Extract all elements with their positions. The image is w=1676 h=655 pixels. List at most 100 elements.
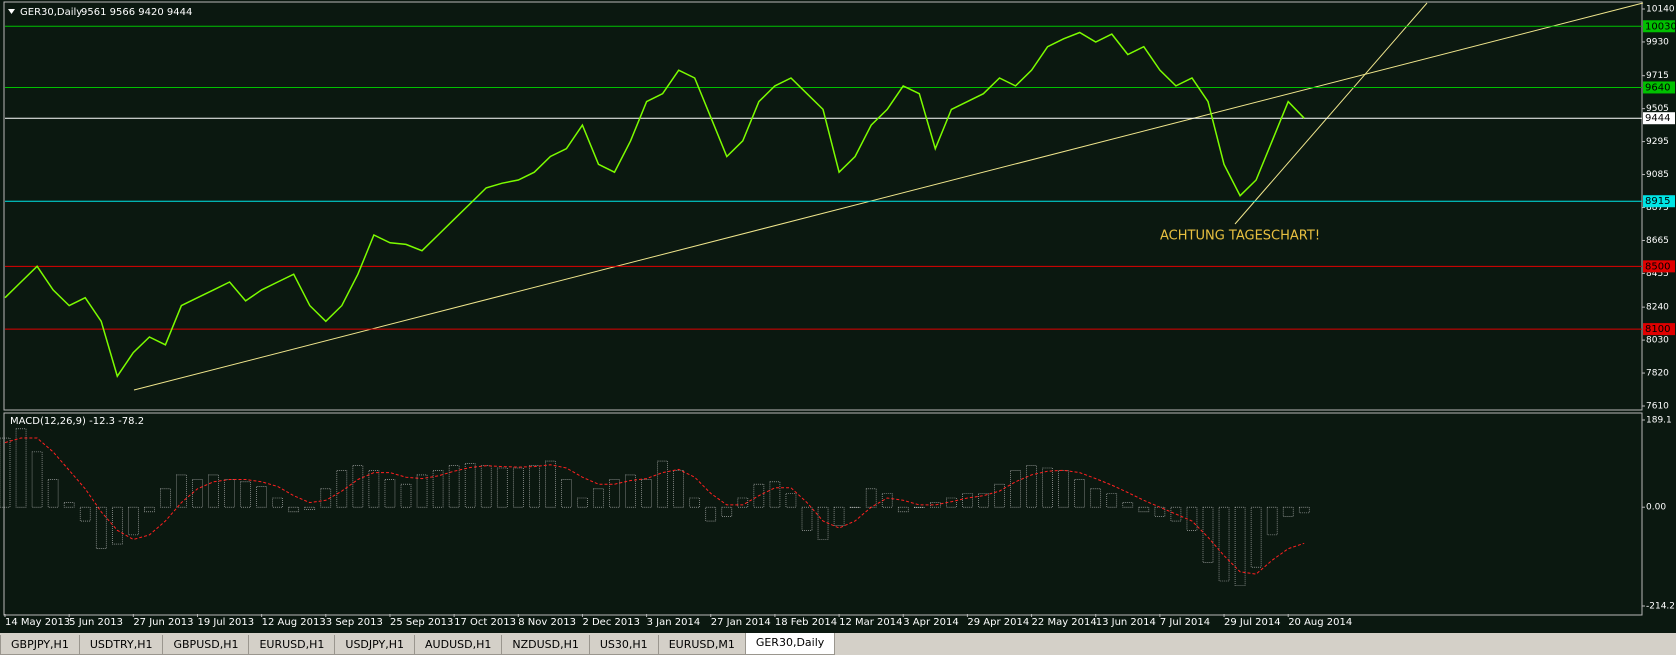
macd-bar bbox=[79, 506, 91, 522]
x-tick-label: 18 Feb 2014 bbox=[775, 617, 837, 628]
y-tick-label: 8665 bbox=[1646, 236, 1669, 246]
tab[interactable]: GER30,Daily bbox=[744, 633, 836, 655]
macd-bar bbox=[1010, 470, 1021, 508]
macd-bar bbox=[1138, 506, 1150, 513]
macd-bar bbox=[95, 506, 107, 550]
macd-bar bbox=[561, 479, 572, 508]
y-tick-label: 9505 bbox=[1646, 104, 1669, 114]
macd-bar bbox=[577, 497, 588, 508]
x-tick-label: 25 Sep 2013 bbox=[390, 617, 453, 628]
macd-bar bbox=[1058, 470, 1069, 508]
macd-bar bbox=[0, 437, 11, 508]
x-tick-label: 2 Dec 2013 bbox=[582, 617, 640, 628]
y-tick-label: 8875 bbox=[1646, 203, 1669, 213]
tab[interactable]: NZDUSD,H1 bbox=[501, 635, 590, 655]
macd-bar bbox=[31, 451, 43, 508]
x-tick-label: 27 Jun 2013 bbox=[133, 617, 193, 628]
macd-bar bbox=[737, 497, 749, 508]
x-tick-label: 20 Aug 2014 bbox=[1288, 617, 1352, 628]
tab[interactable]: AUDUSD,H1 bbox=[414, 635, 503, 655]
macd-bar bbox=[144, 506, 155, 513]
x-tick-label: 29 Apr 2014 bbox=[967, 617, 1029, 628]
x-tick-label: 3 Jan 2014 bbox=[647, 617, 701, 628]
price-panel bbox=[3, 1, 1643, 411]
macd-bar bbox=[160, 488, 171, 508]
macd-bar bbox=[1234, 506, 1246, 586]
level-label: 8500 bbox=[1645, 261, 1670, 272]
tab[interactable]: EURUSD,M1 bbox=[657, 635, 746, 655]
macd-bar bbox=[1026, 465, 1037, 508]
tab-bar: GBPJPY,H1 USDTRY,H1 GBPUSD,H1 EURUSD,H1 USDJ… bbox=[0, 633, 1676, 655]
macd-bar bbox=[545, 460, 556, 508]
macd-bar bbox=[1250, 506, 1262, 568]
macd-bar bbox=[833, 506, 845, 526]
x-tick-label: 3 Sep 2013 bbox=[326, 617, 383, 628]
macd-bar bbox=[753, 483, 765, 508]
macd-bar bbox=[946, 497, 957, 508]
macd-bar bbox=[930, 502, 941, 508]
y-tick-label: 10140 bbox=[1646, 5, 1675, 15]
tab[interactable]: USDTRY,H1 bbox=[78, 635, 164, 655]
tab[interactable]: USDJPY,H1 bbox=[334, 635, 416, 655]
level-label: 8100 bbox=[1645, 324, 1670, 335]
level-label: 9640 bbox=[1645, 82, 1670, 93]
tab[interactable]: GBPUSD,H1 bbox=[162, 635, 250, 655]
y-tick-label: 8240 bbox=[1646, 303, 1669, 313]
macd-bar bbox=[721, 506, 733, 517]
x-tick-label: 12 Aug 2013 bbox=[262, 617, 326, 628]
macd-bar bbox=[256, 486, 267, 508]
macd-bar bbox=[352, 465, 364, 508]
macd-bar bbox=[1266, 506, 1278, 536]
macd-bar bbox=[913, 506, 925, 509]
macd-bar bbox=[1090, 488, 1102, 508]
x-tick-label: 3 Apr 2014 bbox=[903, 617, 958, 628]
x-tick-label: 14 May 2013 bbox=[5, 617, 70, 628]
chart-window: GER30,Daily 9561 9566 9420 9444 MACD(12,… bbox=[0, 0, 1676, 633]
macd-bar bbox=[384, 479, 396, 508]
symbol-label: GER30,Daily bbox=[20, 7, 82, 18]
tab[interactable]: US30,H1 bbox=[588, 635, 659, 655]
macd-bar bbox=[1074, 479, 1085, 508]
y-tick-label: 9930 bbox=[1646, 37, 1669, 47]
y-tick-label: 8030 bbox=[1646, 336, 1669, 346]
macd-bar bbox=[705, 506, 717, 522]
macd-bar bbox=[288, 506, 300, 513]
y-tick-label: 7610 bbox=[1646, 402, 1669, 412]
macd-bar bbox=[1282, 506, 1294, 517]
macd-bar bbox=[865, 488, 877, 508]
y-tick-label: 9295 bbox=[1646, 137, 1669, 147]
macd-bar bbox=[464, 463, 476, 508]
macd-bar bbox=[208, 474, 219, 508]
tab[interactable]: GBPJPY,H1 bbox=[0, 635, 80, 655]
macd-bar bbox=[304, 506, 316, 510]
trend-line bbox=[1234, 2, 1428, 225]
macd-bar bbox=[432, 470, 444, 508]
y-tick-label: 9715 bbox=[1646, 71, 1669, 81]
macd-bar bbox=[272, 497, 283, 508]
macd-bar bbox=[320, 488, 332, 508]
level-label: 9444 bbox=[1645, 113, 1670, 124]
tab[interactable]: EURUSD,H1 bbox=[248, 635, 336, 655]
x-tick-label: 5 Jun 2013 bbox=[69, 617, 123, 628]
macd-bar bbox=[1106, 493, 1118, 508]
macd-bar bbox=[529, 465, 540, 508]
level-label: 10030 bbox=[1645, 21, 1676, 32]
x-tick-label: 13 Jun 2014 bbox=[1096, 617, 1156, 628]
macd-bar bbox=[128, 506, 139, 536]
macd-bar bbox=[47, 479, 59, 508]
x-tick-label: 8 Nov 2013 bbox=[518, 617, 576, 628]
macd-bar bbox=[448, 465, 460, 508]
macd-bar bbox=[1170, 506, 1182, 522]
macd-bar bbox=[496, 467, 508, 508]
macd-bar bbox=[336, 470, 348, 508]
macd-bar bbox=[641, 479, 652, 508]
macd-bar bbox=[801, 506, 813, 531]
y-tick-label: 7820 bbox=[1646, 369, 1669, 379]
chart-background bbox=[0, 0, 1676, 633]
level-tag bbox=[1643, 81, 1675, 94]
ohlc-label: 9561 9566 9420 9444 bbox=[81, 7, 192, 18]
level-tag bbox=[1643, 112, 1675, 125]
price-line bbox=[4, 31, 1305, 378]
macd-panel bbox=[3, 412, 1643, 616]
